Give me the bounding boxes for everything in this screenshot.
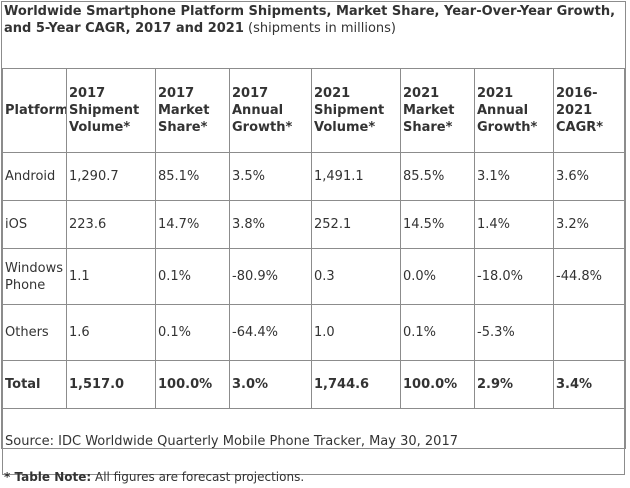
table-note: * Table Note: All figures are forecast p… <box>4 469 304 485</box>
cell-platform: iOS <box>2 200 67 249</box>
cell: 100.0% <box>400 360 475 409</box>
cell: 1,290.7 <box>66 152 156 201</box>
cell: -5.3% <box>474 304 554 361</box>
cell: 85.1% <box>155 152 230 201</box>
cell-platform: Windows Phone <box>2 248 67 305</box>
title-bold: Worldwide Smartphone Platform Shipments,… <box>4 4 616 36</box>
total-row: Total 1,517.0 100.0% 3.0% 1,744.6 100.0%… <box>2 360 625 409</box>
cell <box>553 304 625 361</box>
cell: 0.1% <box>400 304 475 361</box>
header-2017-share: 2017 Market Share* <box>155 68 230 153</box>
source-text: Source: IDC Worldwide Quarterly Mobile P… <box>2 408 625 475</box>
table-row: Others 1.6 0.1% -64.4% 1.0 0.1% -5.3% <box>2 304 625 361</box>
note-label: * Table Note: <box>4 470 92 484</box>
cell: 3.8% <box>229 200 312 249</box>
cell: 0.1% <box>155 304 230 361</box>
header-2021-volume: 2021 Shipment Volume* <box>311 68 401 153</box>
header-cagr: 2016-2021 CAGR* <box>553 68 625 153</box>
cell: 3.5% <box>229 152 312 201</box>
cell: 2.9% <box>474 360 554 409</box>
cell: 3.4% <box>553 360 625 409</box>
cell: 3.1% <box>474 152 554 201</box>
cell: -18.0% <box>474 248 554 305</box>
cell: -80.9% <box>229 248 312 305</box>
cell: 85.5% <box>400 152 475 201</box>
cell: 14.7% <box>155 200 230 249</box>
cell: 3.6% <box>553 152 625 201</box>
cell: 0.0% <box>400 248 475 305</box>
cell: 1.0 <box>311 304 401 361</box>
cell: 3.0% <box>229 360 312 409</box>
cell: 0.3 <box>311 248 401 305</box>
header-row: Platform 2017 Shipment Volume* 2017 Mark… <box>2 68 625 153</box>
cell: 0.1% <box>155 248 230 305</box>
cell: 1.1 <box>66 248 156 305</box>
header-platform: Platform <box>2 68 67 153</box>
cell: 1,491.1 <box>311 152 401 201</box>
header-2017-volume: 2017 Shipment Volume* <box>66 68 156 153</box>
note-text: All figures are forecast projections. <box>91 470 305 484</box>
header-2017-growth: 2017 Annual Growth* <box>229 68 312 153</box>
table-row: Windows Phone 1.1 0.1% -80.9% 0.3 0.0% -… <box>2 248 625 305</box>
cell-platform: Others <box>2 304 67 361</box>
table-title: Worldwide Smartphone Platform Shipments,… <box>4 3 622 37</box>
cell: 1,744.6 <box>311 360 401 409</box>
cell: 223.6 <box>66 200 156 249</box>
title-normal: (shipments in millions) <box>243 21 396 36</box>
cell: 1.6 <box>66 304 156 361</box>
shipments-table: Platform 2017 Shipment Volume* 2017 Mark… <box>2 68 625 475</box>
source-row: Source: IDC Worldwide Quarterly Mobile P… <box>2 408 625 475</box>
table-row: iOS 223.6 14.7% 3.8% 252.1 14.5% 1.4% 3.… <box>2 200 625 249</box>
cell: 1,517.0 <box>66 360 156 409</box>
cell: 100.0% <box>155 360 230 409</box>
header-2021-growth: 2021 Annual Growth* <box>474 68 554 153</box>
cell: 14.5% <box>400 200 475 249</box>
cell: -44.8% <box>553 248 625 305</box>
cell-platform: Android <box>2 152 67 201</box>
cell: 3.2% <box>553 200 625 249</box>
cell: 1.4% <box>474 200 554 249</box>
header-2021-share: 2021 Market Share* <box>400 68 475 153</box>
cell-platform: Total <box>2 360 67 409</box>
cell: 252.1 <box>311 200 401 249</box>
cell: -64.4% <box>229 304 312 361</box>
table-row: Android 1,290.7 85.1% 3.5% 1,491.1 85.5%… <box>2 152 625 201</box>
